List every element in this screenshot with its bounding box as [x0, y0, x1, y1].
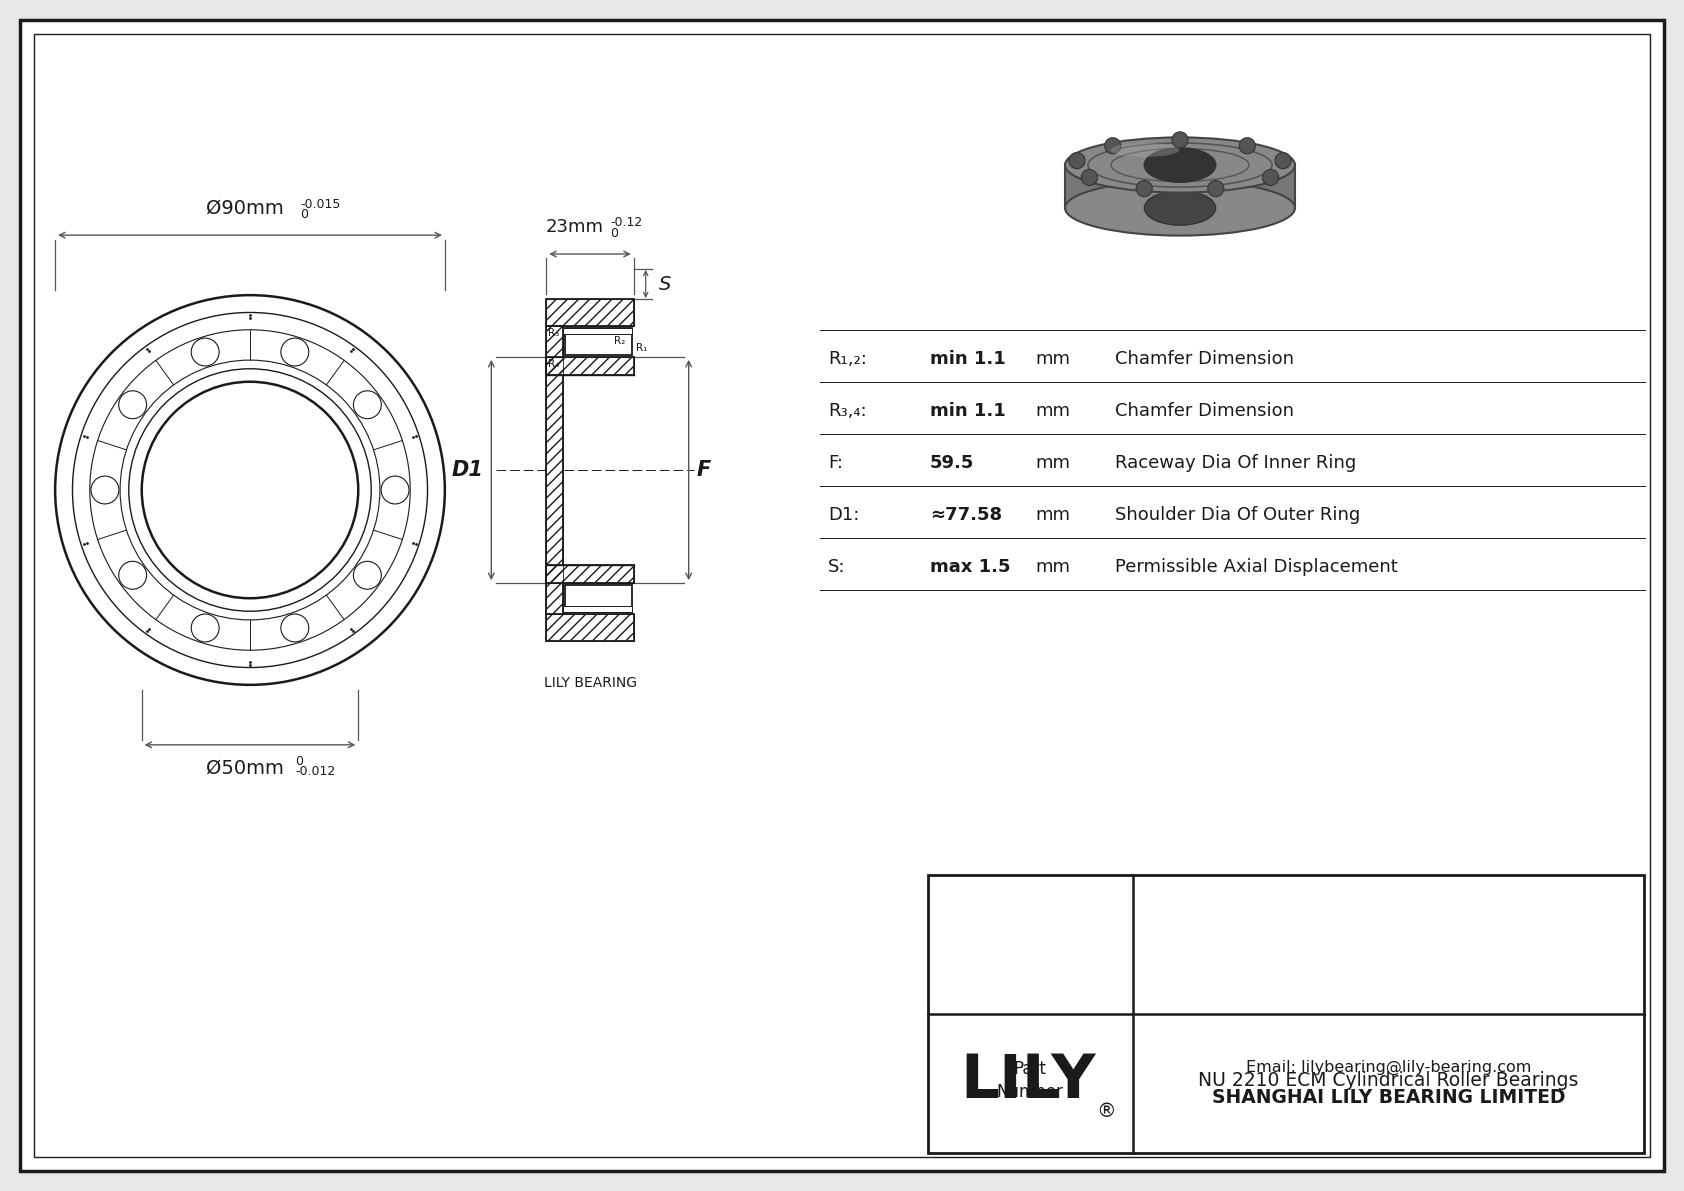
- Text: 23mm: 23mm: [546, 218, 605, 236]
- Text: Ø90mm: Ø90mm: [205, 198, 285, 217]
- Bar: [546, 299, 633, 325]
- Bar: [546, 565, 633, 584]
- Bar: [564, 605, 632, 612]
- Bar: [546, 357, 633, 375]
- Text: 0: 0: [300, 208, 308, 222]
- Text: F: F: [697, 460, 711, 480]
- Text: mm: mm: [1036, 454, 1069, 472]
- Text: R₁: R₁: [635, 343, 647, 353]
- Bar: [546, 325, 564, 615]
- Circle shape: [1239, 138, 1255, 154]
- Text: Permissible Axial Displacement: Permissible Axial Displacement: [1115, 557, 1398, 575]
- Text: R₃: R₃: [549, 328, 559, 337]
- Bar: [546, 615, 633, 641]
- Text: mm: mm: [1036, 557, 1069, 575]
- Text: mm: mm: [1036, 401, 1069, 419]
- Circle shape: [1081, 169, 1098, 186]
- Text: F:: F:: [829, 454, 844, 472]
- Text: max 1.5: max 1.5: [930, 557, 1010, 575]
- Text: Raceway Dia Of Inner Ring: Raceway Dia Of Inner Ring: [1115, 454, 1356, 472]
- Text: min 1.1: min 1.1: [930, 401, 1005, 419]
- Ellipse shape: [1064, 137, 1295, 193]
- Text: Ø50mm: Ø50mm: [205, 759, 285, 778]
- Text: -0.012: -0.012: [295, 765, 335, 778]
- Circle shape: [1275, 152, 1292, 169]
- Bar: [546, 357, 633, 375]
- Circle shape: [1207, 181, 1224, 197]
- Circle shape: [1172, 132, 1187, 148]
- Text: -0.12: -0.12: [610, 216, 642, 229]
- Text: ®: ®: [1096, 1102, 1115, 1121]
- Text: SHANGHAI LILY BEARING LIMITED: SHANGHAI LILY BEARING LIMITED: [1212, 1089, 1564, 1106]
- Bar: [1064, 166, 1295, 208]
- Text: R₃,₄:: R₃,₄:: [829, 401, 867, 419]
- Text: 59.5: 59.5: [930, 454, 975, 472]
- Ellipse shape: [1064, 180, 1295, 236]
- Bar: [546, 565, 633, 584]
- Bar: [546, 615, 633, 641]
- Circle shape: [1137, 181, 1152, 197]
- Text: 0: 0: [610, 227, 618, 241]
- Ellipse shape: [1110, 143, 1179, 157]
- Text: min 1.1: min 1.1: [930, 350, 1005, 368]
- Text: R₂: R₂: [615, 336, 626, 345]
- Circle shape: [1069, 152, 1084, 169]
- Text: Part
Number: Part Number: [997, 1060, 1063, 1102]
- Bar: [546, 325, 564, 615]
- Text: S:: S:: [829, 557, 845, 575]
- Text: -0.015: -0.015: [300, 198, 340, 211]
- Text: R₁,₂:: R₁,₂:: [829, 350, 867, 368]
- Text: LILY BEARING: LILY BEARING: [544, 676, 637, 690]
- Text: Shoulder Dia Of Outer Ring: Shoulder Dia Of Outer Ring: [1115, 506, 1361, 524]
- Bar: [566, 328, 632, 355]
- Circle shape: [1263, 169, 1278, 186]
- Bar: [566, 585, 632, 612]
- Text: NU 2210 ECM Cylindrical Roller Bearings: NU 2210 ECM Cylindrical Roller Bearings: [1199, 1071, 1578, 1090]
- Bar: [564, 328, 632, 335]
- Text: D1:: D1:: [829, 506, 859, 524]
- Text: Chamfer Dimension: Chamfer Dimension: [1115, 401, 1293, 419]
- Text: mm: mm: [1036, 506, 1069, 524]
- Circle shape: [1105, 138, 1122, 154]
- Text: Chamfer Dimension: Chamfer Dimension: [1115, 350, 1293, 368]
- Text: D1: D1: [451, 460, 483, 480]
- Ellipse shape: [1145, 191, 1216, 225]
- Text: Email: lilybearing@lily-bearing.com: Email: lilybearing@lily-bearing.com: [1246, 1060, 1531, 1075]
- Text: S: S: [658, 274, 672, 293]
- Text: ≈77.58: ≈77.58: [930, 506, 1002, 524]
- Text: mm: mm: [1036, 350, 1069, 368]
- Text: LILY: LILY: [960, 1052, 1096, 1111]
- Text: R₄: R₄: [549, 358, 559, 369]
- Ellipse shape: [1145, 148, 1216, 182]
- Bar: [928, 875, 1644, 1153]
- Bar: [546, 299, 633, 325]
- Text: 0: 0: [295, 755, 303, 768]
